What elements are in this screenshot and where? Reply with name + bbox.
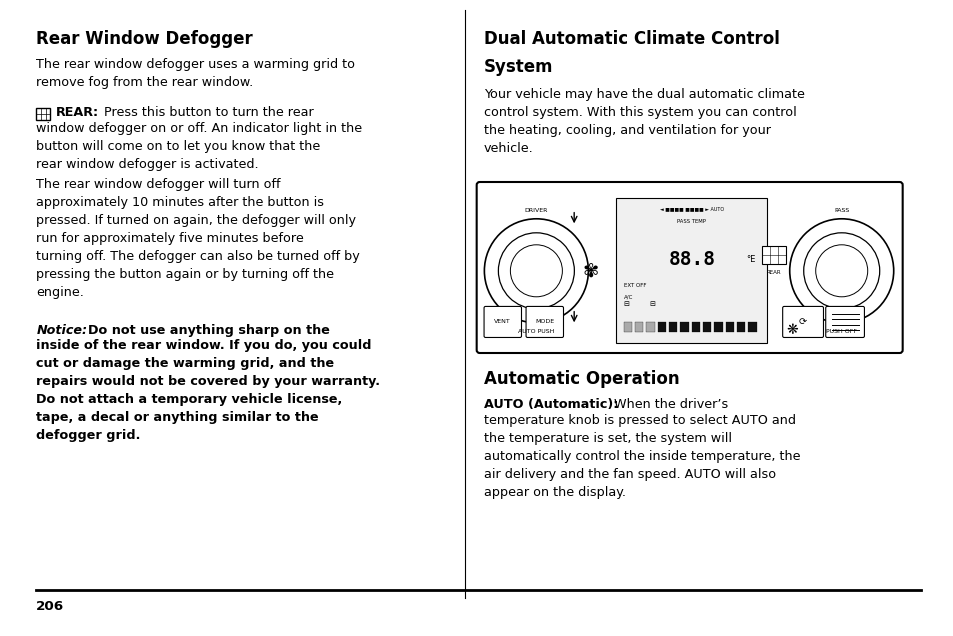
FancyBboxPatch shape [483,307,521,338]
Text: Do not use anything sharp on the: Do not use anything sharp on the [89,324,330,337]
Text: Notice:: Notice: [36,324,88,337]
Bar [760,246,785,265]
Text: temperature knob is pressed to select AUTO and
the temperature is set, the syste: temperature knob is pressed to select AU… [483,414,800,499]
Circle shape [510,245,561,297]
Bar [635,322,642,332]
Text: Rear Window Defogger: Rear Window Defogger [36,30,253,48]
FancyBboxPatch shape [476,182,902,353]
Bar [714,322,721,332]
Text: Dual Automatic Climate Control: Dual Automatic Climate Control [483,30,779,48]
Text: 206: 206 [36,600,64,613]
Bar [616,198,766,343]
Bar [748,322,756,332]
Text: When the driver’s: When the driver’s [613,398,727,411]
Text: window defogger on or off. An indicator light in the
button will come on to let : window defogger on or off. An indicator … [36,122,362,171]
Text: MODE: MODE [535,319,554,324]
Text: PASS TEMP: PASS TEMP [677,219,705,224]
Bar [725,322,733,332]
Bar [646,322,654,332]
Text: 88.8: 88.8 [668,250,715,268]
FancyBboxPatch shape [781,307,822,338]
Circle shape [815,245,867,297]
Text: ❋: ❋ [786,323,798,337]
Text: PUSH OFF: PUSH OFF [825,329,857,334]
Text: DRIVER: DRIVER [524,208,547,213]
Text: Your vehicle may have the dual automatic climate
control system. With this syste: Your vehicle may have the dual automatic… [483,88,803,155]
Text: AUTO (Automatic):: AUTO (Automatic): [483,398,618,411]
Bar [36,108,51,120]
Text: A/C: A/C [623,294,633,300]
Bar [691,322,700,332]
Bar [702,322,711,332]
Text: EXT OFF: EXT OFF [623,283,645,288]
Text: The rear window defogger uses a warming grid to
remove fog from the rear window.: The rear window defogger uses a warming … [36,58,355,89]
Bar [679,322,688,332]
Text: ⟳: ⟳ [799,317,806,327]
Bar [737,322,744,332]
Text: REAR:: REAR: [56,106,99,119]
Text: Press this button to turn the rear: Press this button to turn the rear [104,106,314,119]
Text: ⊟: ⊟ [649,301,655,307]
Bar [623,322,631,332]
Text: ⊟: ⊟ [623,301,629,307]
Text: The rear window defogger will turn off
approximately 10 minutes after the button: The rear window defogger will turn off a… [36,178,359,299]
FancyBboxPatch shape [525,307,563,338]
Text: PASS: PASS [833,208,848,213]
Text: °E: °E [745,254,755,264]
Text: VENT: VENT [494,319,511,324]
Bar [668,322,677,332]
Bar [657,322,665,332]
Text: Automatic Operation: Automatic Operation [483,370,679,388]
Text: REAR: REAR [765,270,781,275]
Text: ✾: ✾ [582,261,598,280]
Text: System: System [483,58,553,76]
Text: AUTO PUSH: AUTO PUSH [517,329,554,334]
Text: ◄ ■■■■ ■■■■ ► AUTO: ◄ ■■■■ ■■■■ ► AUTO [659,206,723,211]
Text: inside of the rear window. If you do, you could
cut or damage the warming grid, : inside of the rear window. If you do, yo… [36,339,380,442]
FancyBboxPatch shape [825,307,863,338]
